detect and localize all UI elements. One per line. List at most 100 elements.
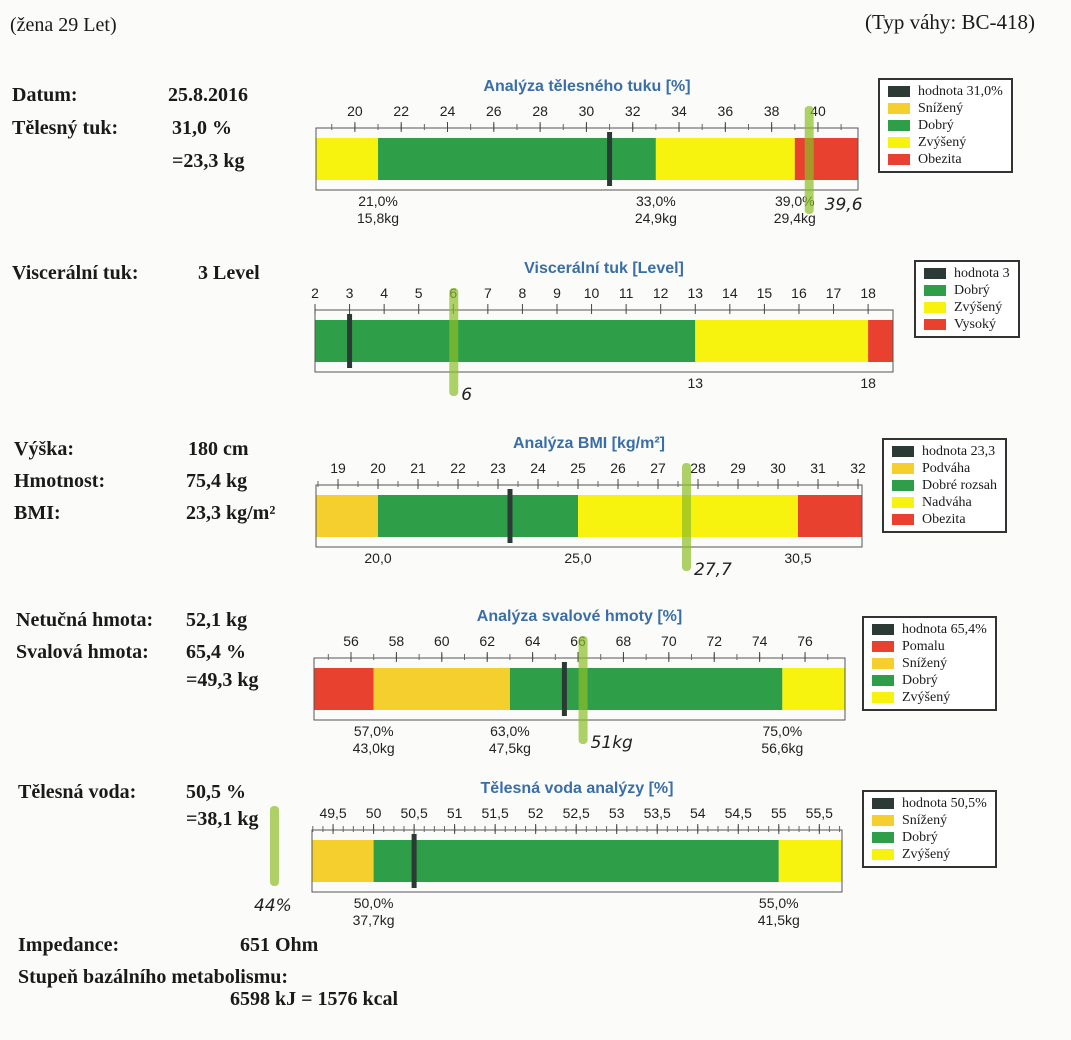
- boundary-kg-label: 56,6kg: [761, 740, 803, 756]
- legend-item: Dobrý: [888, 117, 1003, 134]
- tick-label: 27: [650, 460, 666, 476]
- chart-svg: 19 20 21 22 23 24 25 26 27 28 29 30 31 32 20,0 25,0 30,5…: [315, 460, 866, 580]
- segment-green: [378, 138, 656, 180]
- tick-label: 15: [757, 285, 773, 301]
- tick-label: 52: [528, 805, 544, 821]
- bmr-value: 6598 kJ = 1576 kcal: [230, 988, 399, 1010]
- legend-swatch: [892, 446, 914, 457]
- tick-label: 19: [330, 460, 346, 476]
- tick-label: 32: [850, 460, 866, 476]
- boundary-kg-label: 41,5kg: [758, 912, 800, 928]
- tick-label: 23: [490, 460, 506, 476]
- segment-green: [378, 495, 578, 537]
- tick-label: 32: [625, 103, 641, 119]
- legend-label: Obezita: [922, 512, 966, 527]
- visceral-value: 3 Level: [198, 262, 260, 284]
- tick-label: 31: [810, 460, 826, 476]
- tick-label: 30: [770, 460, 786, 476]
- legend-label: hodnota 23,3: [922, 444, 996, 459]
- legend-label: Zvýšený: [902, 690, 951, 705]
- boundary-label: 75,0%: [762, 723, 802, 739]
- visceral-label: Viscerální tuk:: [12, 262, 139, 284]
- tick-label: 29: [730, 460, 746, 476]
- date-value: 25.8.2016: [168, 84, 248, 106]
- tick-label: 30: [579, 103, 595, 119]
- legend-swatch: [872, 815, 894, 826]
- legend-label: Snížený: [902, 656, 948, 671]
- legend: hodnota 23,3 Podváha Dobré rozsah Nadváha Ob…: [882, 438, 1008, 533]
- tick-label: 10: [584, 285, 600, 301]
- legend-label: Snížený: [918, 101, 964, 116]
- boundary-label: 55,0%: [759, 895, 799, 911]
- chart-frame: [315, 127, 859, 191]
- tick-label: 8: [519, 285, 527, 301]
- legend-item: Dobrý: [872, 672, 987, 689]
- handwritten-annotation: 39,6: [825, 195, 863, 215]
- legend-item: Vysoký: [924, 316, 1010, 333]
- segment-green: [315, 320, 696, 362]
- legend-item: Pomalu: [872, 638, 987, 655]
- tick-label: 9: [553, 285, 561, 301]
- impedance-value: 651 Ohm: [240, 934, 319, 956]
- tick-label: 50: [366, 805, 382, 821]
- water-label: Tělesná voda:: [18, 781, 137, 803]
- tick-label: 18: [860, 285, 876, 301]
- segment-green: [373, 840, 779, 882]
- highlighter-mark: [449, 288, 459, 396]
- legend-item: Zvýšený: [888, 134, 1003, 151]
- muscle-label: Svalová hmota:: [16, 641, 149, 663]
- highlighter-mark: [270, 806, 279, 886]
- handwritten-annotation: 51kg: [591, 733, 633, 753]
- legend-swatch: [924, 285, 946, 296]
- chart-svg: 2345678910111213141516171813186: [311, 285, 894, 405]
- boundary-label: 33,0%: [636, 193, 676, 209]
- tick-label: 3: [346, 285, 354, 301]
- legend-swatch: [872, 624, 894, 635]
- legend-item: Obezita: [892, 511, 997, 528]
- value-marker: [347, 314, 353, 368]
- tick-label: 53,5: [644, 805, 671, 821]
- tick-label: 24: [530, 460, 546, 476]
- tick-label: 12: [653, 285, 669, 301]
- legend-item: Zvýšený: [924, 299, 1010, 316]
- tick-label: 20: [347, 103, 363, 119]
- legend-item: Dobrý: [872, 829, 987, 846]
- legend-item: Podváha: [892, 460, 997, 477]
- impedance-label: Impedance:: [18, 934, 120, 956]
- tick-label: 28: [690, 460, 706, 476]
- tick-label: 7: [484, 285, 492, 301]
- legend-item: Obezita: [888, 151, 1003, 168]
- legend-swatch: [872, 849, 894, 860]
- tick-label: 70: [661, 633, 677, 649]
- boundary-label: 57,0%: [354, 723, 394, 739]
- legend-label: hodnota 50,5%: [902, 796, 987, 811]
- tick-label: 64: [525, 633, 541, 649]
- tick-label: 26: [486, 103, 502, 119]
- legend-swatch: [892, 480, 914, 491]
- tick-label: 38: [764, 103, 780, 119]
- tick-label: 51,5: [482, 805, 509, 821]
- segment-yellow: [316, 138, 379, 180]
- tick-label: 22: [450, 460, 466, 476]
- legend-label: Zvýšený: [918, 135, 967, 150]
- legend-label: hodnota 3: [954, 266, 1010, 281]
- legend-swatch: [888, 86, 910, 97]
- segment-red: [794, 138, 858, 180]
- tick-label: 51: [447, 805, 463, 821]
- segment-red: [798, 495, 862, 537]
- water-kg: =38,1 kg: [186, 808, 259, 830]
- value-marker: [561, 662, 567, 716]
- boundary-kg-label: 24,9kg: [635, 210, 677, 226]
- fat-pct: 31,0 %: [172, 117, 232, 139]
- segment-red: [314, 668, 374, 710]
- boundary-kg-label: 29,4kg: [774, 210, 816, 226]
- legend-label: Zvýšený: [902, 847, 951, 862]
- legend-swatch: [888, 103, 910, 114]
- value-marker: [411, 834, 417, 888]
- legend: hodnota 3 Dobrý Zvýšený Vysoký: [914, 260, 1020, 338]
- legend-label: Podváha: [922, 461, 971, 476]
- tick-label: 36: [718, 103, 734, 119]
- legend-label: Pomalu: [902, 639, 945, 654]
- legend: hodnota 31,0% Snížený Dobrý Zvýšený Obezita: [878, 78, 1013, 173]
- boundary-kg-label: 43,0kg: [353, 740, 395, 756]
